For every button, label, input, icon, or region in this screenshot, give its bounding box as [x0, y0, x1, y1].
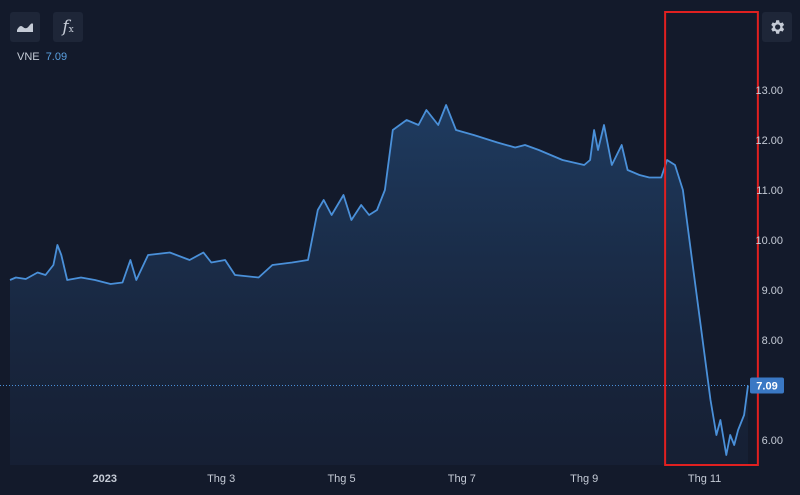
x-tick-label: Thg 5 — [327, 473, 355, 485]
y-tick-label: 10.00 — [755, 235, 783, 247]
last-price-badge — [750, 377, 784, 394]
y-tick-label: 6.00 — [762, 435, 783, 447]
y-tick-label: 9.00 — [762, 285, 783, 297]
x-tick-label: Thg 7 — [448, 473, 476, 485]
last-price-label: 7.09 — [756, 381, 777, 393]
last-price-group: 7.09 — [0, 377, 784, 394]
line-layer — [9, 104, 749, 456]
y-tick-label: 11.00 — [756, 185, 783, 197]
x-tick-label: Thg 3 — [207, 473, 235, 485]
area-chart-icon — [17, 23, 33, 32]
function-fx-icon: fx — [62, 16, 74, 37]
area-layer — [10, 105, 748, 465]
chart-type-button[interactable] — [10, 12, 40, 42]
y-tick-label: 8.00 — [762, 335, 783, 347]
y-tick-label: 12.00 — [755, 135, 783, 147]
gear-icon — [771, 20, 785, 34]
legend-value: 7.09 — [45, 51, 68, 63]
y-axis: 6.00 8.00 9.00 10.00 11.00 12.00 13.00 — [755, 85, 783, 447]
y-tick-label: 13.00 — [755, 85, 783, 97]
price-line — [9, 104, 749, 456]
series-legend: VNE 7.09 — [17, 51, 67, 63]
legend-symbol: VNE — [17, 51, 40, 63]
x-tick-label: 2023 — [92, 473, 116, 485]
highlight-box — [664, 11, 759, 466]
x-tick-label: Thg 9 — [570, 473, 598, 485]
x-tick-label: Thg 11 — [688, 473, 721, 485]
x-axis: 2023 Thg 3 Thg 5 Thg 7 Thg 9 Thg 11 — [92, 473, 721, 485]
highlight-layer — [664, 11, 759, 466]
indicators-button[interactable]: fx — [53, 12, 83, 42]
settings-button[interactable] — [762, 12, 792, 42]
price-area — [10, 105, 748, 465]
